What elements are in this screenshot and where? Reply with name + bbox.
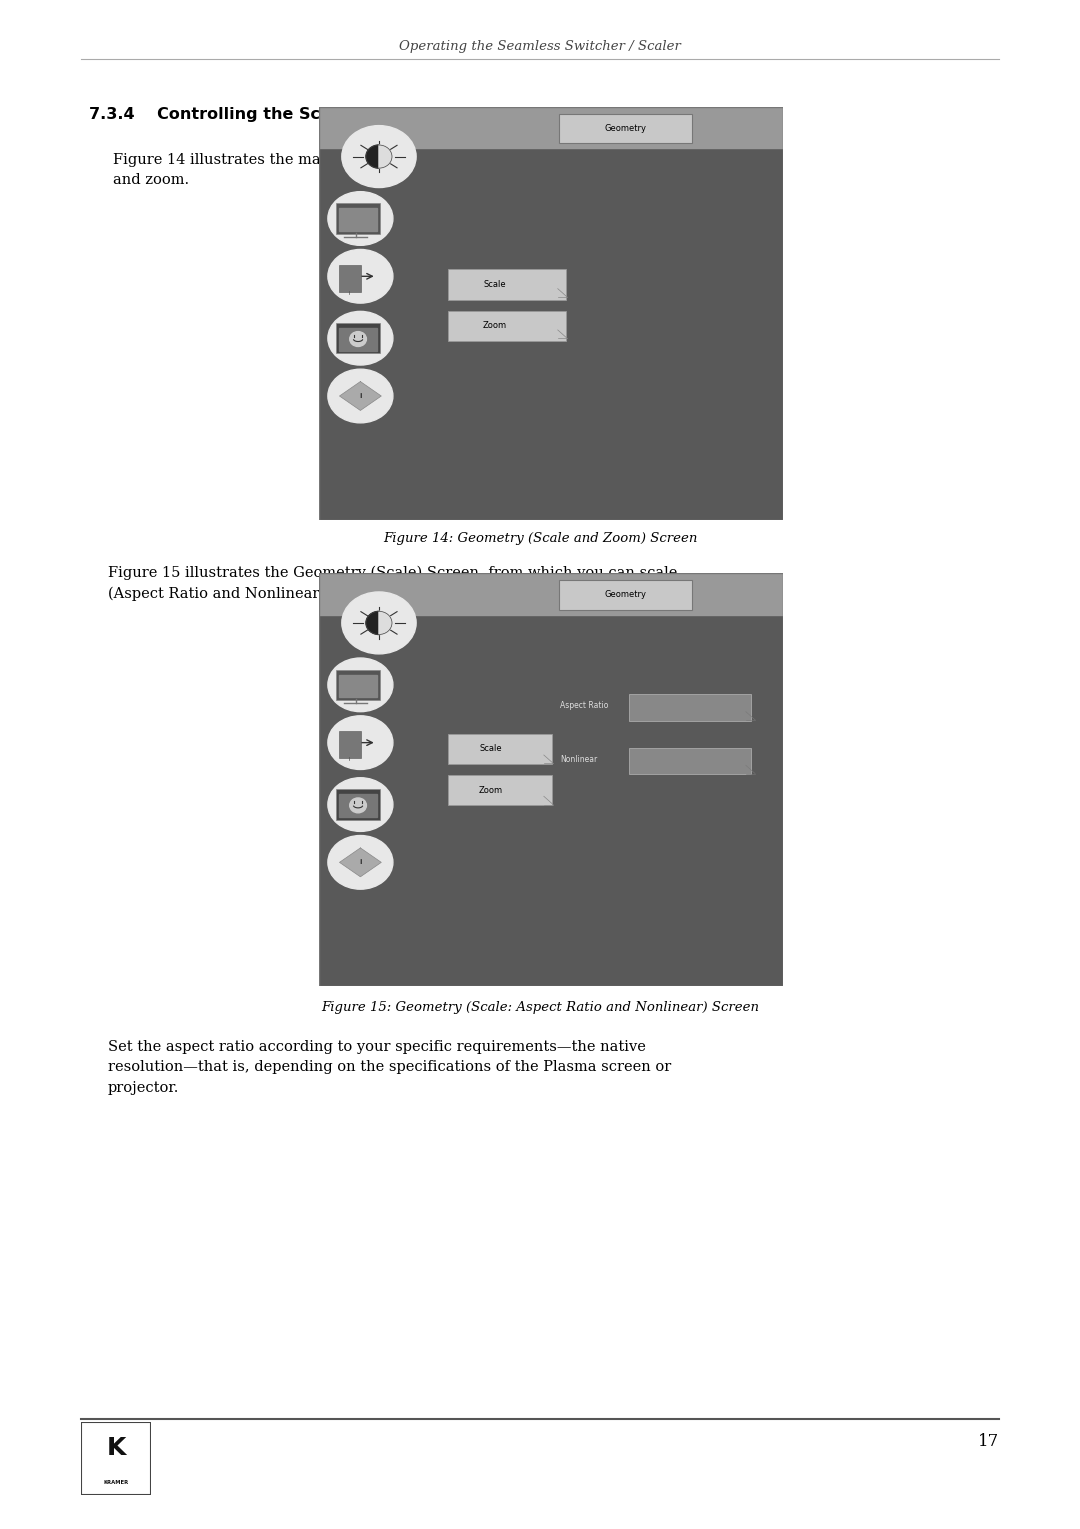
Text: Figure 15 illustrates the Geometry (Scale) Screen, from which you can scale
(Asp: Figure 15 illustrates the Geometry (Scal… [108, 566, 677, 601]
FancyBboxPatch shape [336, 789, 380, 820]
Bar [339, 674, 377, 697]
Text: Nonlinear: Nonlinear [561, 755, 597, 763]
Text: Geometry: Geometry [604, 590, 646, 599]
FancyBboxPatch shape [448, 310, 566, 341]
Bar [339, 208, 377, 231]
FancyBboxPatch shape [336, 323, 380, 353]
Text: i: i [360, 393, 362, 399]
FancyBboxPatch shape [338, 731, 362, 758]
FancyBboxPatch shape [448, 269, 566, 300]
Ellipse shape [328, 778, 393, 832]
Text: KRAMER: KRAMER [104, 1480, 129, 1485]
Text: Zoom: Zoom [478, 786, 502, 795]
Text: Aspect Ratio: Aspect Ratio [561, 700, 608, 709]
Text: Scale: Scale [480, 745, 502, 754]
Ellipse shape [328, 368, 393, 424]
Text: 7.3.4    Controlling the Scale Geometry: 7.3.4 Controlling the Scale Geometry [89, 107, 441, 122]
Ellipse shape [328, 191, 393, 245]
Wedge shape [379, 612, 392, 635]
Text: Figure 14 illustrates the main Geometry Screen, from which you can scale
and zoo: Figure 14 illustrates the main Geometry … [113, 153, 667, 188]
FancyBboxPatch shape [338, 265, 362, 292]
Wedge shape [366, 612, 379, 635]
Ellipse shape [341, 592, 416, 654]
Polygon shape [339, 849, 381, 876]
Circle shape [350, 798, 366, 813]
Wedge shape [379, 145, 392, 168]
Text: K: K [107, 1436, 125, 1460]
Text: Figure 15: Geometry (Scale: Aspect Ratio and Nonlinear) Screen: Figure 15: Geometry (Scale: Aspect Ratio… [321, 1001, 759, 1015]
FancyBboxPatch shape [336, 670, 380, 700]
Wedge shape [366, 145, 379, 168]
Bar [319, 107, 783, 148]
Text: Figure 14: Geometry (Scale and Zoom) Screen: Figure 14: Geometry (Scale and Zoom) Scr… [382, 532, 698, 546]
Text: Geometry: Geometry [604, 124, 646, 133]
Ellipse shape [328, 312, 393, 365]
FancyBboxPatch shape [558, 115, 691, 144]
Text: i: i [360, 859, 362, 865]
Ellipse shape [341, 125, 416, 188]
FancyBboxPatch shape [448, 734, 552, 764]
Polygon shape [339, 382, 381, 410]
Text: Set the aspect ratio according to your specific requirements—the native
resoluti: Set the aspect ratio according to your s… [108, 1040, 672, 1095]
Circle shape [350, 332, 366, 347]
Ellipse shape [328, 835, 393, 890]
Ellipse shape [328, 657, 393, 711]
FancyBboxPatch shape [629, 694, 752, 720]
Text: Zoom: Zoom [483, 321, 508, 330]
Text: Scale: Scale [484, 280, 507, 289]
FancyBboxPatch shape [448, 775, 552, 806]
Ellipse shape [328, 249, 393, 303]
Bar [339, 794, 377, 816]
Text: Operating the Seamless Switcher / Scaler: Operating the Seamless Switcher / Scaler [400, 40, 680, 52]
FancyBboxPatch shape [629, 748, 752, 774]
FancyBboxPatch shape [558, 581, 691, 610]
Bar [319, 573, 783, 615]
Bar [339, 327, 377, 350]
FancyBboxPatch shape [336, 203, 380, 234]
Ellipse shape [328, 716, 393, 769]
Text: 17: 17 [977, 1433, 999, 1449]
